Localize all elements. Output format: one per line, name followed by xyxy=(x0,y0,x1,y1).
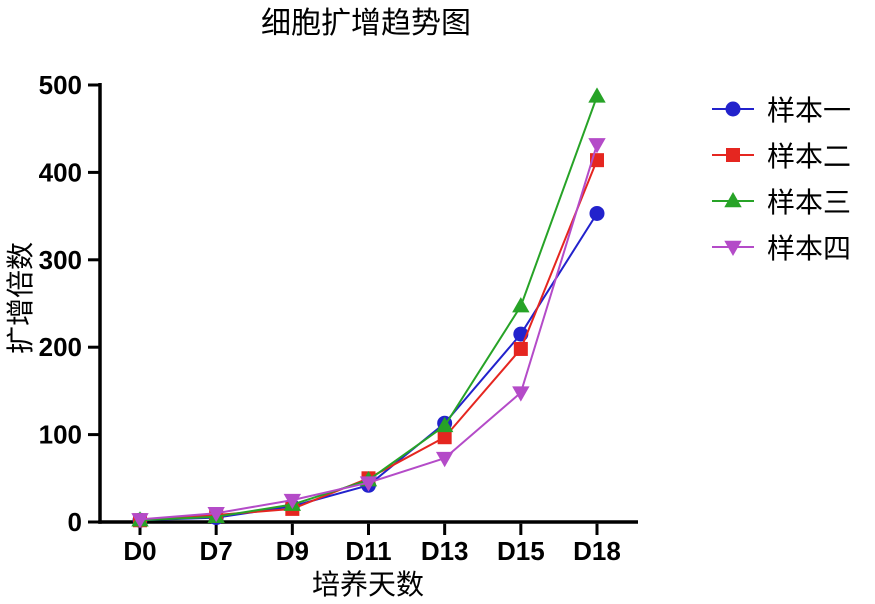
y-tick-label: 300 xyxy=(39,245,82,275)
legend-marker xyxy=(724,191,742,207)
x-tick-label: D15 xyxy=(497,536,545,566)
series-line-2 xyxy=(139,96,598,522)
x-tick-label: D18 xyxy=(573,536,621,566)
legend-item-1: 样本二 xyxy=(710,138,851,173)
legend-item-0: 样本一 xyxy=(710,92,851,127)
series-3-marker xyxy=(512,386,530,402)
legend-triangle-up-icon xyxy=(712,191,754,207)
chart-legend: 样本一样本二样本三样本四 xyxy=(710,92,851,265)
legend-marker xyxy=(726,147,740,162)
x-tick-label: D0 xyxy=(123,536,156,566)
legend-label: 样本二 xyxy=(767,139,852,173)
legend-square-icon xyxy=(712,147,754,162)
legend-marker xyxy=(725,101,741,116)
y-tick-label: 100 xyxy=(39,420,82,450)
x-tick-label: D13 xyxy=(421,536,469,566)
y-tick-label: 400 xyxy=(39,157,82,187)
series-2-marker xyxy=(588,87,606,103)
y-tick-label: 500 xyxy=(39,70,82,100)
legend-item-2: 样本三 xyxy=(710,184,851,219)
series-2-marker xyxy=(435,416,454,433)
y-tick-label: 200 xyxy=(39,332,82,362)
legend-label: 样本一 xyxy=(767,93,852,127)
x-tick-label: D7 xyxy=(200,536,233,566)
series-3-marker xyxy=(131,513,149,529)
series-0-marker xyxy=(589,205,605,221)
y-axis-title: 扩增倍数 xyxy=(4,242,37,354)
legend-label: 样本四 xyxy=(767,231,852,265)
x-tick-label: D11 xyxy=(345,536,391,566)
chart-title: 细胞扩增趋势图 xyxy=(261,6,471,41)
series-line-1 xyxy=(139,159,598,522)
series-3-marker xyxy=(207,506,225,523)
legend-marker xyxy=(724,240,742,256)
legend-label: 样本三 xyxy=(767,185,852,219)
series-3-marker xyxy=(435,451,454,468)
x-tick-label: D9 xyxy=(276,536,309,566)
series-3-marker xyxy=(588,138,606,154)
legend-circle-icon xyxy=(712,101,754,116)
series-2-marker xyxy=(512,297,530,313)
legend-item-3: 样本四 xyxy=(710,230,851,265)
series-3-marker xyxy=(359,476,378,492)
y-tick-label: 0 xyxy=(68,507,82,537)
legend-triangle-down-icon xyxy=(712,240,754,256)
series-1-marker xyxy=(437,430,452,445)
series-1-marker xyxy=(513,341,528,356)
series-3-marker xyxy=(283,493,302,510)
x-axis-title: 培养天数 xyxy=(312,568,424,601)
